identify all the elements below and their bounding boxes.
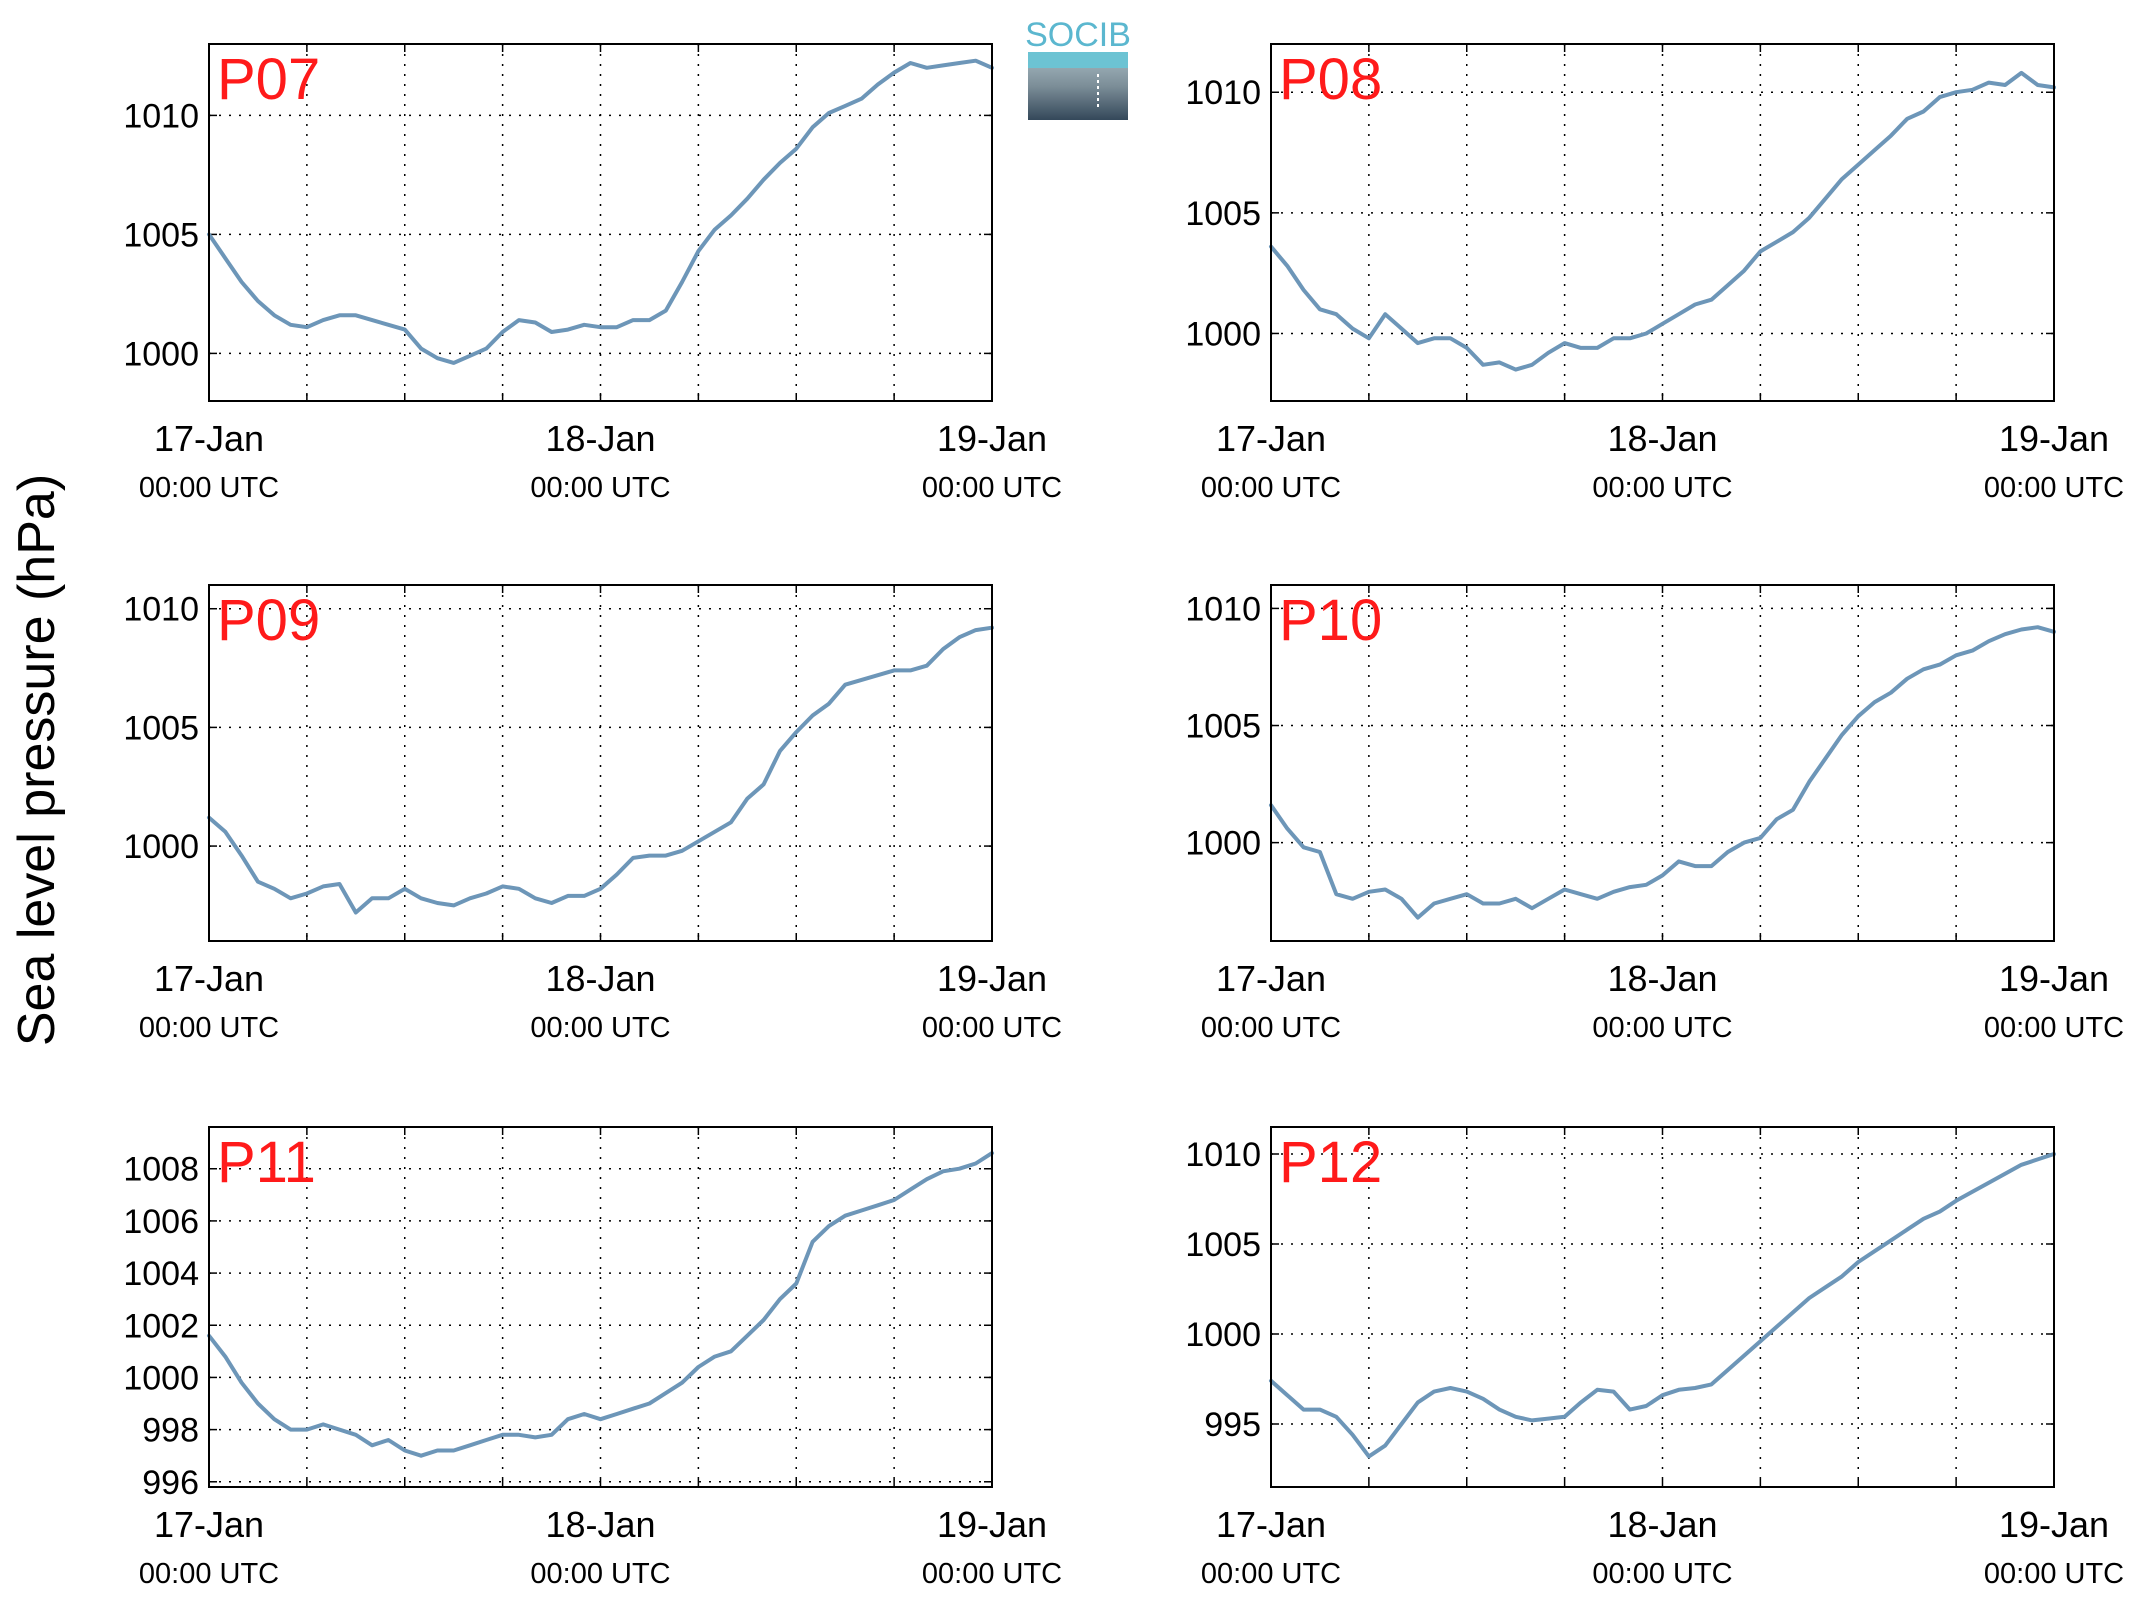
y-tick-label: 1005: [1185, 1226, 1261, 1264]
x-tick-label-time: 00:00 UTC: [1592, 1558, 1732, 1590]
x-tick-label-day: 17-Jan: [154, 418, 264, 459]
y-tick-label: 1005: [123, 216, 199, 254]
panel-p09: 1000 1005 1010 17-Jan 00:00 UTC 18-Jan 00:00 U…: [123, 584, 1062, 1044]
x-tick-label-day: 19-Jan: [1999, 418, 2109, 459]
x-tick-label-time: 00:00 UTC: [1984, 1012, 2124, 1044]
x-tick-label-time: 00:00 UTC: [1201, 472, 1341, 504]
x-tick-label-day: 18-Jan: [545, 418, 655, 459]
series-line-p11: [207, 1151, 994, 1458]
x-tick-label-day: 17-Jan: [154, 1504, 264, 1545]
x-tick-label-time: 00:00 UTC: [1592, 472, 1732, 504]
x-tick-label-time: 00:00 UTC: [1984, 472, 2124, 504]
x-tick-label-time: 00:00 UTC: [1592, 1012, 1732, 1044]
y-tick-label: 996: [142, 1464, 199, 1502]
y-tick-label: 1010: [123, 591, 199, 629]
series-line-p08: [1269, 70, 2056, 372]
series-line-p09: [207, 625, 994, 915]
x-tick-label-day: 19-Jan: [937, 1504, 1047, 1545]
plot-frame: [1270, 43, 2055, 402]
y-tick-label: 1010: [1185, 1136, 1261, 1174]
plot-frame: [208, 43, 993, 402]
series-line-p12: [1269, 1152, 2056, 1459]
x-tick-label-time: 00:00 UTC: [1201, 1558, 1341, 1590]
socib-logo: SOCIB: [1025, 16, 1131, 120]
y-tick-label: 1008: [123, 1151, 199, 1189]
y-tick-label: 1000: [123, 1359, 199, 1397]
plot-frame: [208, 584, 993, 942]
x-tick-label-time: 00:00 UTC: [530, 1012, 670, 1044]
x-tick-label-time: 00:00 UTC: [1201, 1012, 1341, 1044]
series-line-p07: [207, 58, 994, 365]
panel-p08: 1000 1005 1010 17-Jan 00:00 UTC 18-Jan 00:00 U…: [1185, 43, 2124, 504]
panel-p12: 995 1000 1005 1010 17-Jan 00:00 UTC 18-Jan 00:0…: [1185, 1126, 2124, 1590]
x-tick-label-day: 17-Jan: [1216, 418, 1326, 459]
y-tick-label: 1005: [123, 709, 199, 747]
x-tick-label-day: 17-Jan: [1216, 958, 1326, 999]
y-tick-label: 1000: [123, 828, 199, 866]
socib-logo-text: SOCIB: [1025, 16, 1131, 54]
series-line-p10: [1269, 625, 2056, 920]
panel-title: P09: [217, 588, 320, 653]
x-tick-label-day: 18-Jan: [545, 1504, 655, 1545]
x-tick-label-time: 00:00 UTC: [530, 472, 670, 504]
y-tick-label: 1000: [123, 335, 199, 373]
panel-title: P08: [1279, 47, 1382, 112]
y-tick-label: 1002: [123, 1307, 199, 1345]
y-tick-label: 1005: [1185, 708, 1261, 746]
y-tick-label: 998: [142, 1412, 199, 1450]
plot-frame: [1270, 584, 2055, 942]
y-tick-label: 1000: [1185, 825, 1261, 863]
x-tick-label-time: 00:00 UTC: [1984, 1558, 2124, 1590]
panel-p11: 996 998 1000 1002 1004 1006 1008 17-Jan 00:00 UT…: [123, 1126, 1062, 1590]
x-tick-label-day: 17-Jan: [154, 958, 264, 999]
x-tick-label-time: 00:00 UTC: [139, 1558, 279, 1590]
panel-title: P12: [1279, 1130, 1382, 1195]
panel-p10: 1000 1005 1010 17-Jan 00:00 UTC 18-Jan 00:00 U…: [1185, 584, 2124, 1044]
y-tick-label: 995: [1204, 1406, 1261, 1444]
x-tick-label-time: 00:00 UTC: [139, 1012, 279, 1044]
panel-title: P07: [217, 47, 320, 112]
y-tick-label: 1010: [123, 97, 199, 135]
x-tick-label-day: 19-Jan: [1999, 1504, 2109, 1545]
x-tick-label-time: 00:00 UTC: [530, 1558, 670, 1590]
x-tick-label-day: 19-Jan: [937, 958, 1047, 999]
x-tick-label-time: 00:00 UTC: [922, 472, 1062, 504]
x-tick-label-day: 18-Jan: [1607, 1504, 1717, 1545]
y-tick-label: 1010: [1185, 74, 1261, 112]
plot-frame: [1270, 1126, 2055, 1488]
x-tick-label-time: 00:00 UTC: [922, 1558, 1062, 1590]
x-tick-label-day: 18-Jan: [545, 958, 655, 999]
y-tick-label: 1000: [1185, 315, 1261, 353]
x-tick-label-day: 18-Jan: [1607, 418, 1717, 459]
y-tick-label: 1006: [123, 1203, 199, 1241]
panel-p07: 1000 1005 1010 17-Jan 00:00 UTC 18-Jan 00:00 U…: [123, 43, 1062, 504]
y-tick-label: 1010: [1185, 590, 1261, 628]
y-tick-label: 1005: [1185, 195, 1261, 233]
plot-frame: [208, 1126, 993, 1488]
x-tick-label-day: 19-Jan: [1999, 958, 2109, 999]
x-tick-label-time: 00:00 UTC: [139, 472, 279, 504]
panel-title: P11: [217, 1130, 316, 1195]
y-tick-label: 1004: [123, 1255, 199, 1293]
x-tick-label-day: 18-Jan: [1607, 958, 1717, 999]
x-tick-label-time: 00:00 UTC: [922, 1012, 1062, 1044]
x-tick-label-day: 19-Jan: [937, 418, 1047, 459]
y-axis-label: Sea level pressure (hPa): [8, 474, 66, 1046]
x-tick-label-day: 17-Jan: [1216, 1504, 1326, 1545]
y-tick-label: 1000: [1185, 1316, 1261, 1354]
panel-title: P10: [1279, 588, 1382, 653]
